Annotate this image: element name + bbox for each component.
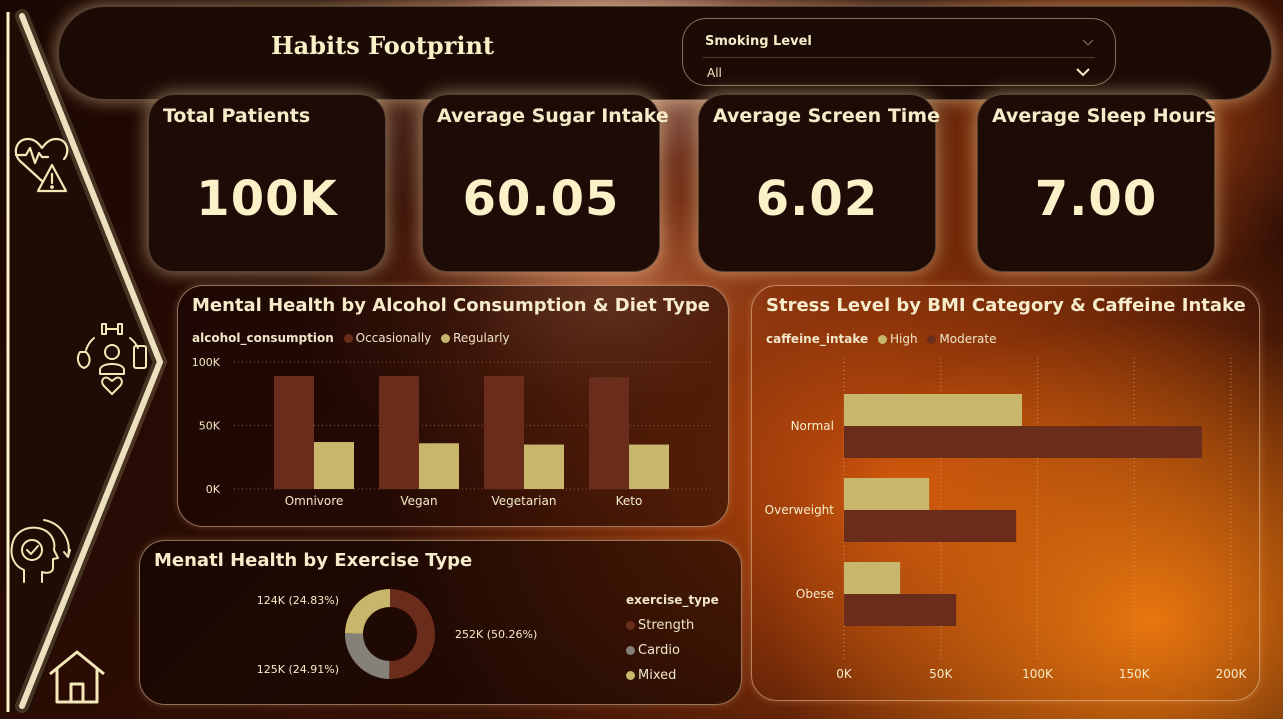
- alcohol-diet-bar-chart: 0K 50K 100K Omnivore Vegan Vegetarian Keto: [192, 356, 713, 508]
- x-tick-label: 50K: [929, 667, 953, 681]
- chart-title: Menatl Health by Exercise Type: [154, 550, 473, 571]
- bar-moderate: [844, 510, 1017, 542]
- chart-title: Mental Health by Alcohol Consumption & D…: [192, 295, 710, 316]
- bar-occasionally: [379, 375, 419, 489]
- wellness-activities-icon[interactable]: [72, 318, 152, 398]
- filter-selected-value: All: [707, 66, 722, 80]
- chart-title: Stress Level by BMI Category & Caffeine …: [766, 295, 1246, 316]
- y-tick-label: 0K: [206, 483, 221, 496]
- chevron-down-icon: [1081, 33, 1095, 52]
- legend-item: Moderate: [939, 332, 997, 346]
- filter-dropdown[interactable]: All: [703, 57, 1095, 84]
- bar-regularly: [524, 444, 564, 489]
- legend-title: alcohol_consumption: [192, 331, 334, 345]
- kpi-title: Average Sugar Intake: [437, 105, 669, 127]
- kpi-title: Average Screen Time: [713, 105, 940, 127]
- filter-label: Smoking Level: [705, 34, 812, 49]
- exercise-type-donut-chart: 252K (50.26%) 125K (24.91%) 124K (24.83%): [257, 589, 537, 679]
- legend-item: Cardio: [638, 643, 680, 658]
- legend-item: High: [889, 332, 918, 346]
- home-icon[interactable]: [46, 648, 108, 706]
- bar-regularly: [314, 442, 354, 489]
- bar-occasionally: [484, 375, 524, 489]
- kpi-value: 7.00: [1034, 171, 1158, 227]
- y-tick-label: Obese: [796, 587, 834, 601]
- kpi-value: 100K: [196, 171, 338, 227]
- legend-item: Strength: [638, 618, 695, 633]
- bar-high: [844, 394, 1023, 426]
- kpi-card-sugar-intake: Average Sugar Intake 60.05: [422, 94, 669, 272]
- kpi-value: 6.02: [755, 171, 879, 227]
- legend-item: Mixed: [638, 668, 677, 683]
- donut-slice-strength: [389, 589, 436, 679]
- y-tick-label: 100K: [192, 356, 221, 369]
- legend-swatch: [343, 334, 353, 343]
- data-label: 125K (24.91%): [257, 663, 339, 676]
- data-label: 124K (24.83%): [257, 594, 339, 607]
- kpi-title: Total Patients: [163, 105, 311, 127]
- x-tick-label: Keto: [616, 494, 643, 508]
- y-tick-label: Normal: [791, 419, 834, 433]
- page-title: Habits Footprint: [271, 31, 494, 60]
- exercise-type-chart-panel: Menatl Health by Exercise Type 252K (50.…: [139, 540, 742, 705]
- chart-legend: alcohol_consumption Occasionally Regular…: [192, 331, 510, 345]
- x-tick-label: 0K: [836, 667, 853, 681]
- donut-slice-cardio: [345, 633, 390, 679]
- legend-swatch: [877, 335, 887, 344]
- bar-occasionally: [589, 377, 629, 489]
- chart-legend: exercise_type Strength Cardio Mixed: [626, 588, 719, 688]
- kpi-card-screen-time: Average Screen Time 6.02: [698, 94, 940, 272]
- x-tick-label: Vegetarian: [492, 494, 557, 508]
- bar-occasionally: [274, 375, 314, 489]
- x-tick-label: Omnivore: [285, 494, 344, 508]
- bar-moderate: [844, 426, 1202, 458]
- x-tick-label: 200K: [1216, 667, 1248, 681]
- bmi-caffeine-chart-panel: Stress Level by BMI Category & Caffeine …: [751, 285, 1260, 701]
- legend-title: caffeine_intake: [766, 332, 869, 346]
- legend-swatch: [927, 335, 937, 344]
- heart-warning-icon[interactable]: [8, 133, 76, 201]
- bar-regularly: [419, 443, 459, 489]
- legend-title: exercise_type: [626, 593, 719, 607]
- donut-slice-mixed: [345, 589, 390, 634]
- bmi-caffeine-bar-chart: 0K 50K 100K 150K 200K Normal Overweight Obese: [765, 358, 1248, 681]
- bar-moderate: [844, 594, 957, 626]
- chart-legend: caffeine_intake High Moderate: [766, 332, 996, 346]
- x-tick-label: 150K: [1119, 667, 1151, 681]
- x-tick-label: 100K: [1022, 667, 1054, 681]
- chevron-down-icon: [1075, 63, 1091, 82]
- kpi-title: Average Sleep Hours: [992, 105, 1216, 127]
- y-tick-label: 50K: [199, 420, 221, 433]
- legend-item: Regularly: [453, 331, 510, 345]
- alcohol-diet-chart-panel: Mental Health by Alcohol Consumption & D…: [177, 285, 729, 527]
- smoking-level-filter[interactable]: Smoking Level All: [682, 18, 1116, 86]
- legend-swatch: [441, 334, 451, 343]
- bar-high: [844, 562, 901, 594]
- y-tick-label: Overweight: [765, 503, 835, 517]
- kpi-card-sleep-hours: Average Sleep Hours 7.00: [977, 94, 1216, 272]
- x-tick-label: Vegan: [400, 494, 437, 508]
- kpi-card-total-patients: Total Patients 100K: [148, 94, 386, 272]
- nav-panel: [6, 9, 168, 713]
- mental-health-check-icon[interactable]: [4, 516, 72, 588]
- bar-high: [844, 478, 930, 510]
- legend-swatch: [626, 671, 635, 680]
- legend-item: Occasionally: [355, 331, 432, 345]
- kpi-value: 60.05: [462, 171, 620, 227]
- bar-regularly: [629, 444, 669, 489]
- legend-swatch: [626, 621, 635, 630]
- legend-swatch: [626, 646, 635, 655]
- data-label: 252K (50.26%): [455, 628, 537, 641]
